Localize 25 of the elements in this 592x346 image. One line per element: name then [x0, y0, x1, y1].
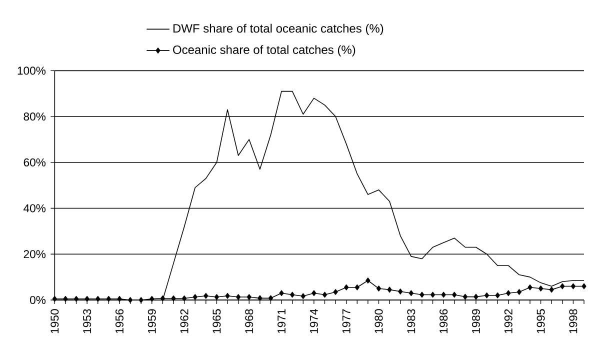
x-tick-label: 1977	[342, 309, 350, 334]
y-tick-label: 60%	[24, 158, 46, 166]
x-tick-label: 1959	[148, 309, 156, 334]
x-tick-label: 1986	[440, 309, 448, 334]
x-tick-label: 1950	[50, 309, 59, 334]
x-tick-label: 1995	[536, 309, 545, 334]
y-tick-label: 80%	[24, 112, 46, 121]
x-tick-label: 1968	[245, 309, 254, 334]
x-tick-label: 1980	[374, 309, 383, 334]
x-tick-label: 1974	[310, 309, 318, 334]
x-tick-label: 1956	[115, 309, 124, 334]
y-tick-label: 40%	[24, 204, 46, 212]
x-tick-label: 1962	[180, 309, 188, 334]
x-tick-label: 1965	[212, 309, 221, 334]
legend-label: DWF share of total oceanic catches (%)	[173, 24, 384, 36]
x-tick-label: 1971	[278, 309, 286, 334]
x-tick-label: 1992	[504, 309, 512, 334]
y-tick-label: 100%	[18, 66, 46, 75]
x-tick-label: 1953	[83, 309, 92, 334]
y-tick-label: 0%	[30, 296, 46, 304]
legend-label: Oceanic share of total catches (%)	[173, 45, 356, 56]
x-tick-label: 1998	[569, 309, 578, 334]
x-tick-label: 1989	[472, 309, 480, 334]
y-tick-label: 20%	[24, 250, 46, 258]
x-tick-label: 1983	[407, 309, 416, 334]
